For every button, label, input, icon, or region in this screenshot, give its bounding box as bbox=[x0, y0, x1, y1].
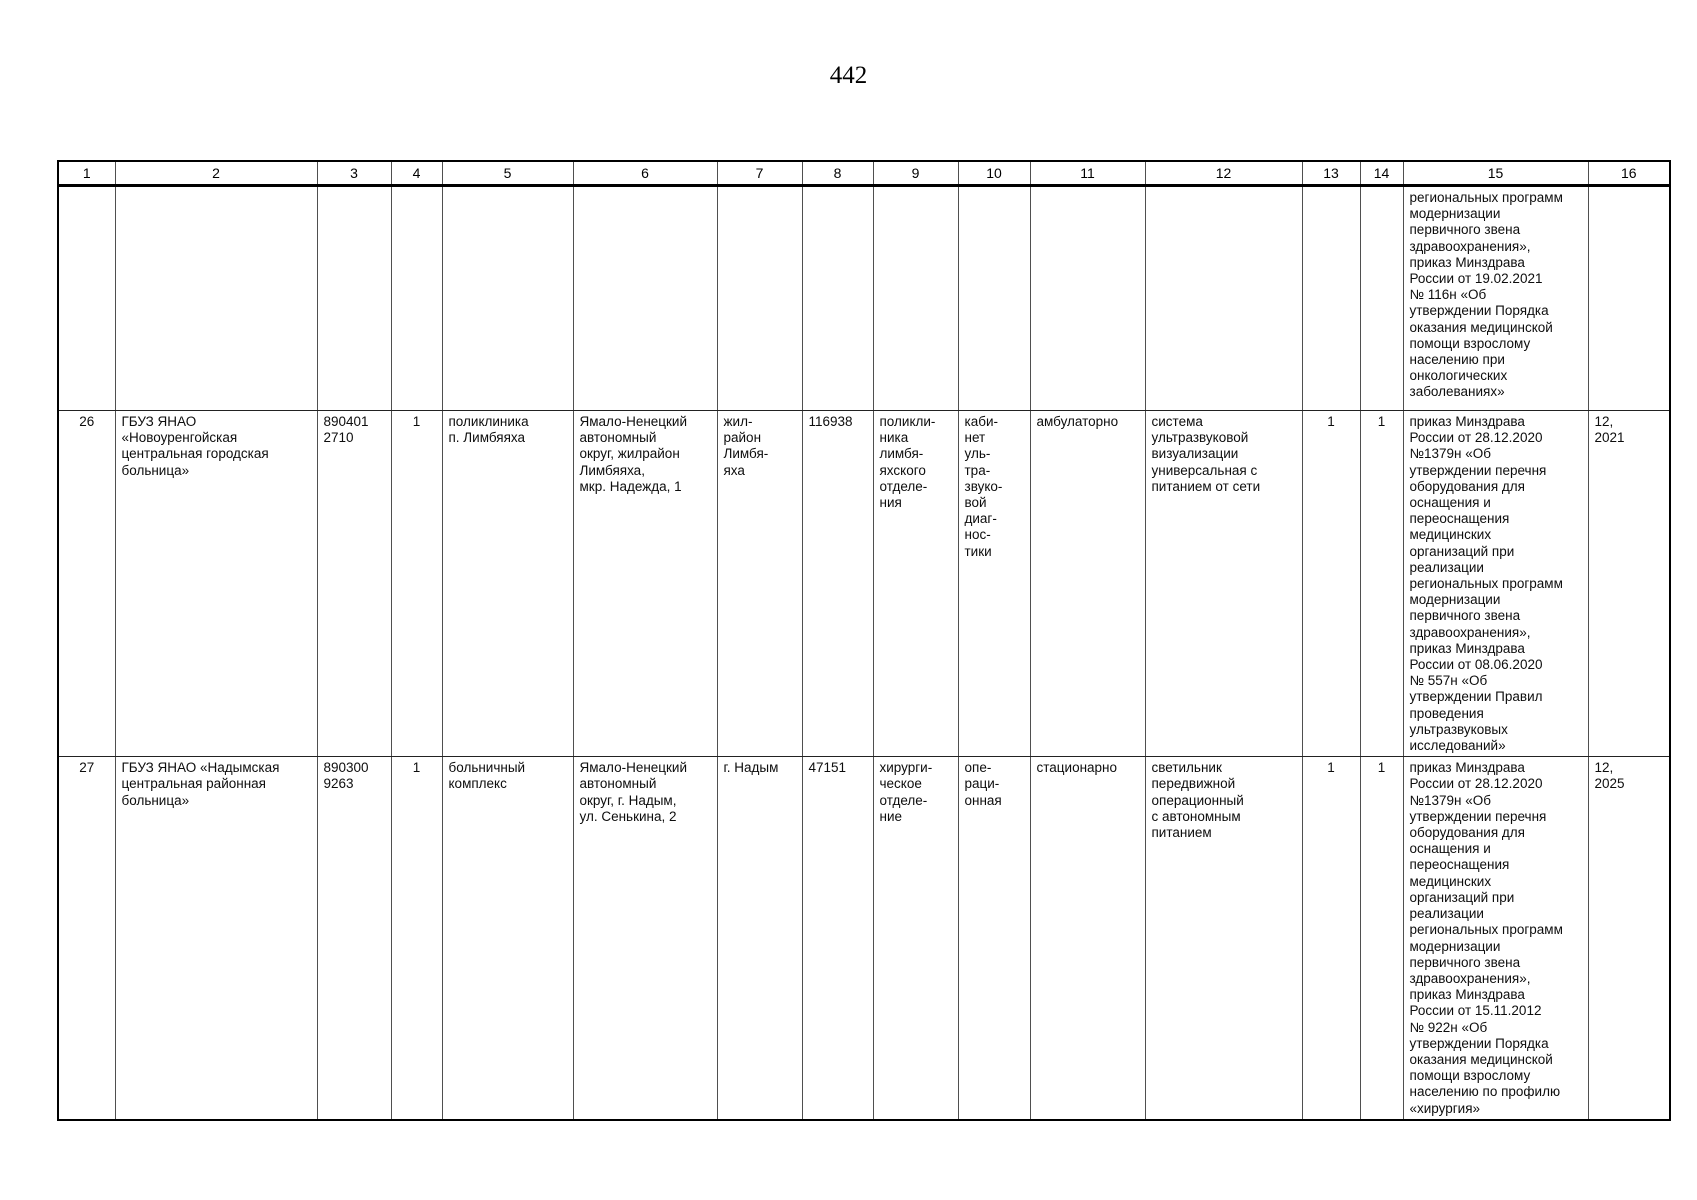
cell-cont-c6 bbox=[572, 185, 718, 411]
cell-r27-c15: приказ Минздрава России от 28.12.2020 №1… bbox=[1402, 756, 1589, 1121]
cell-cont-c14 bbox=[1359, 185, 1404, 411]
cell-r27-c8: 47151 bbox=[801, 756, 874, 1121]
cell-r26-c10: каби- нет уль- тра- звуко- вой диаг- нос… bbox=[957, 409, 1031, 758]
column-header-9: 9 bbox=[872, 160, 959, 187]
cell-r26-c15: приказ Минздрава России от 28.12.2020 №1… bbox=[1402, 409, 1589, 758]
cell-r26-c13: 1 bbox=[1301, 409, 1361, 758]
cell-r26-c3: 890401 2710 bbox=[316, 409, 392, 758]
table-row-26: 26 ГБУЗ ЯНАО «Новоуренгойская центральна… bbox=[57, 409, 1671, 758]
cell-r26-c9: поликли- ника лимбя- яхского отделе- ния bbox=[872, 409, 959, 758]
cell-r26-c16: 12, 2021 bbox=[1587, 409, 1671, 758]
cell-r27-c9: хирурги- ческое отделе- ние bbox=[872, 756, 959, 1121]
cell-r27-c2: ГБУЗ ЯНАО «Надымская центральная районна… bbox=[114, 756, 318, 1121]
cell-r27-c5: больничный комплекс bbox=[441, 756, 574, 1121]
column-header-12: 12 bbox=[1144, 160, 1303, 187]
cell-r27-c10: опе- раци- онная bbox=[957, 756, 1031, 1121]
cell-r27-c7: г. Надым bbox=[716, 756, 803, 1121]
column-header-3: 3 bbox=[316, 160, 392, 187]
cell-r26-c1: 26 bbox=[57, 409, 116, 758]
cell-r26-c2: ГБУЗ ЯНАО «Новоуренгойская центральная г… bbox=[114, 409, 318, 758]
cell-cont-c3 bbox=[316, 185, 392, 411]
page-number: 442 bbox=[829, 62, 868, 89]
cell-r26-c5: поликлиника п. Лимбяяха bbox=[441, 409, 574, 758]
cell-r27-c3: 890300 9263 bbox=[316, 756, 392, 1121]
column-header-1: 1 bbox=[57, 160, 116, 187]
cell-cont-c8 bbox=[801, 185, 874, 411]
cell-r26-c8: 116938 bbox=[801, 409, 874, 758]
column-header-14: 14 bbox=[1359, 160, 1404, 187]
cell-r26-c7: жил- район Лимбя- яха bbox=[716, 409, 803, 758]
column-header-11: 11 bbox=[1029, 160, 1146, 187]
cell-cont-c12 bbox=[1144, 185, 1303, 411]
header-row: 1 2 3 4 5 6 7 8 9 10 11 12 13 14 15 16 bbox=[57, 160, 1671, 187]
cell-r27-c6: Ямало-Ненецкий автономный округ, г. Нады… bbox=[572, 756, 718, 1121]
cell-cont-c16 bbox=[1587, 185, 1671, 411]
column-header-6: 6 bbox=[572, 160, 718, 187]
table-row-continuation: региональных программ модернизации перви… bbox=[57, 185, 1671, 411]
cell-r27-c4: 1 bbox=[390, 756, 443, 1121]
cell-cont-c5 bbox=[441, 185, 574, 411]
column-header-13: 13 bbox=[1301, 160, 1361, 187]
cell-cont-c9 bbox=[872, 185, 959, 411]
column-header-10: 10 bbox=[957, 160, 1031, 187]
cell-cont-c4 bbox=[390, 185, 443, 411]
cell-r26-c12: система ультразвуковой визуализации унив… bbox=[1144, 409, 1303, 758]
table-row-27: 27 ГБУЗ ЯНАО «Надымская центральная райо… bbox=[57, 756, 1671, 1121]
column-header-4: 4 bbox=[390, 160, 443, 187]
column-header-7: 7 bbox=[716, 160, 803, 187]
column-header-8: 8 bbox=[801, 160, 874, 187]
cell-cont-c7 bbox=[716, 185, 803, 411]
cell-cont-c10 bbox=[957, 185, 1031, 411]
cell-r26-c4: 1 bbox=[390, 409, 443, 758]
medical-equipment-table: 1 2 3 4 5 6 7 8 9 10 11 12 13 14 15 16 bbox=[57, 160, 1671, 1121]
cell-r27-c14: 1 bbox=[1359, 756, 1404, 1121]
cell-cont-c2 bbox=[114, 185, 318, 411]
cell-r27-c1: 27 bbox=[57, 756, 116, 1121]
cell-r27-c12: светильник передвижной операционный с ав… bbox=[1144, 756, 1303, 1121]
cell-cont-c13 bbox=[1301, 185, 1361, 411]
column-header-16: 16 bbox=[1587, 160, 1671, 187]
column-header-2: 2 bbox=[114, 160, 318, 187]
cell-cont-c15: региональных программ модернизации перви… bbox=[1402, 185, 1589, 411]
cell-r27-c13: 1 bbox=[1301, 756, 1361, 1121]
cell-r27-c11: стационарно bbox=[1029, 756, 1146, 1121]
cell-r26-c14: 1 bbox=[1359, 409, 1404, 758]
cell-r27-c16: 12, 2025 bbox=[1587, 756, 1671, 1121]
cell-cont-c11 bbox=[1029, 185, 1146, 411]
column-header-15: 15 bbox=[1402, 160, 1589, 187]
cell-cont-c1 bbox=[57, 185, 116, 411]
cell-r26-c11: амбулаторно bbox=[1029, 409, 1146, 758]
cell-r26-c6: Ямало-Ненецкий автономный округ, жилрайо… bbox=[572, 409, 718, 758]
column-header-5: 5 bbox=[441, 160, 574, 187]
